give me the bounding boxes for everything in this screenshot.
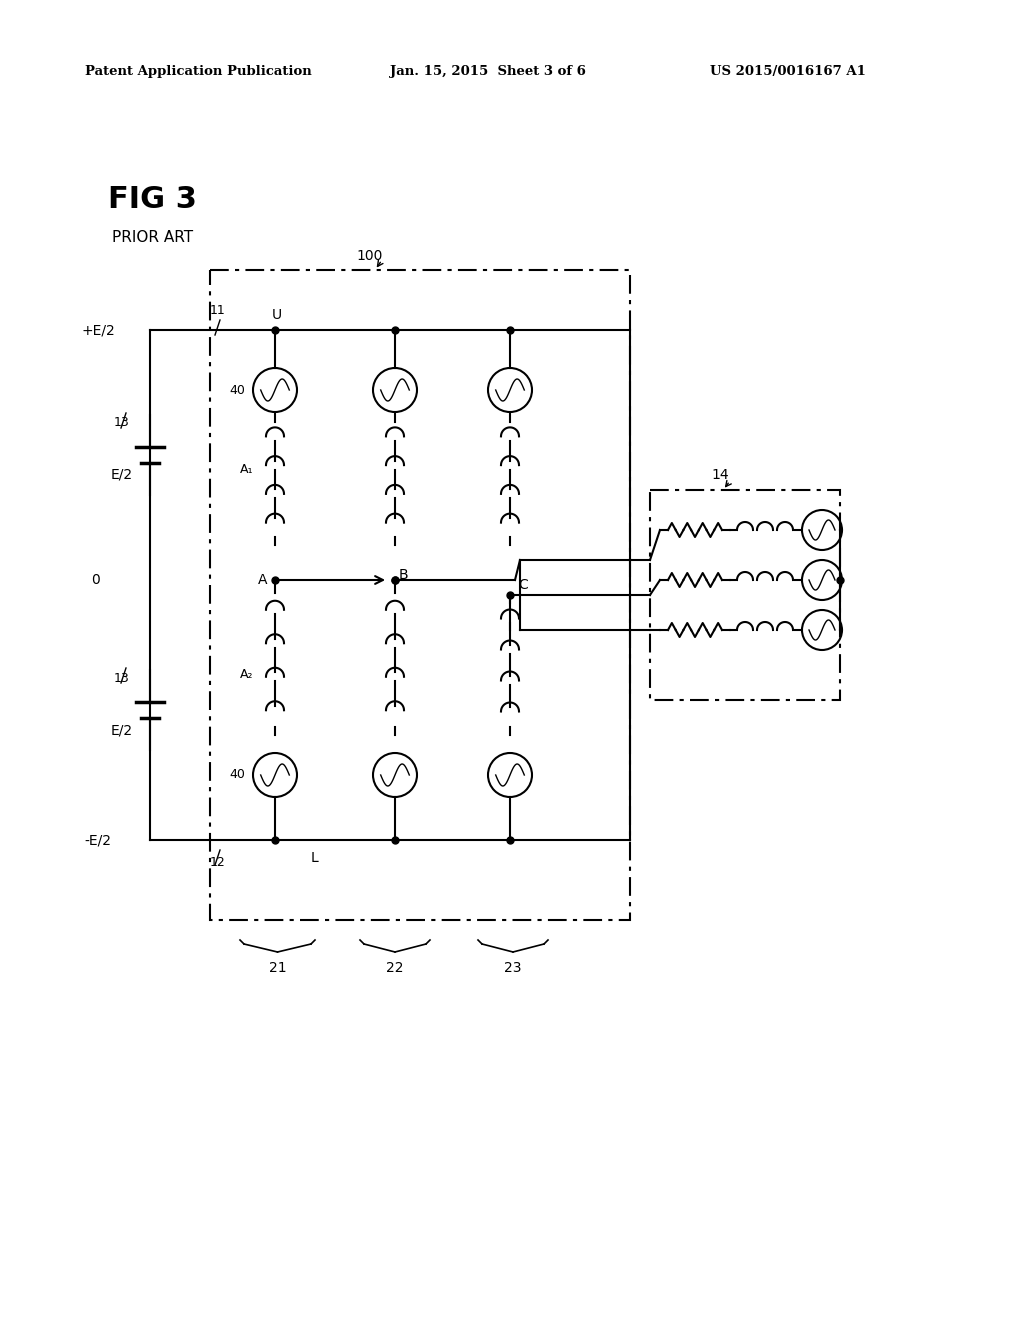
Text: Jan. 15, 2015  Sheet 3 of 6: Jan. 15, 2015 Sheet 3 of 6: [390, 66, 586, 78]
Text: A: A: [257, 573, 267, 587]
Text: -E/2: -E/2: [85, 833, 112, 847]
Text: 0: 0: [91, 573, 99, 587]
Text: 100: 100: [356, 249, 383, 263]
Text: 13: 13: [114, 672, 130, 685]
Text: 21: 21: [268, 961, 287, 975]
Text: PRIOR ART: PRIOR ART: [112, 230, 194, 244]
Text: A₁: A₁: [240, 463, 253, 477]
Text: 12: 12: [210, 855, 226, 869]
Text: 13: 13: [114, 417, 130, 429]
Text: L: L: [311, 851, 318, 865]
Text: E/2: E/2: [111, 723, 133, 737]
Text: A₂: A₂: [240, 668, 253, 681]
Text: US 2015/0016167 A1: US 2015/0016167 A1: [710, 66, 866, 78]
Text: 11: 11: [210, 304, 226, 317]
Text: C: C: [518, 578, 527, 591]
Text: Patent Application Publication: Patent Application Publication: [85, 66, 311, 78]
Text: FIG 3: FIG 3: [108, 186, 197, 214]
Text: 22: 22: [386, 961, 403, 975]
Text: 14: 14: [712, 469, 729, 482]
Text: 40: 40: [229, 768, 245, 781]
Text: 23: 23: [504, 961, 522, 975]
Text: B: B: [399, 568, 409, 582]
Text: E/2: E/2: [111, 469, 133, 482]
Text: U: U: [272, 308, 282, 322]
Text: 40: 40: [229, 384, 245, 396]
Text: +E/2: +E/2: [81, 323, 115, 337]
